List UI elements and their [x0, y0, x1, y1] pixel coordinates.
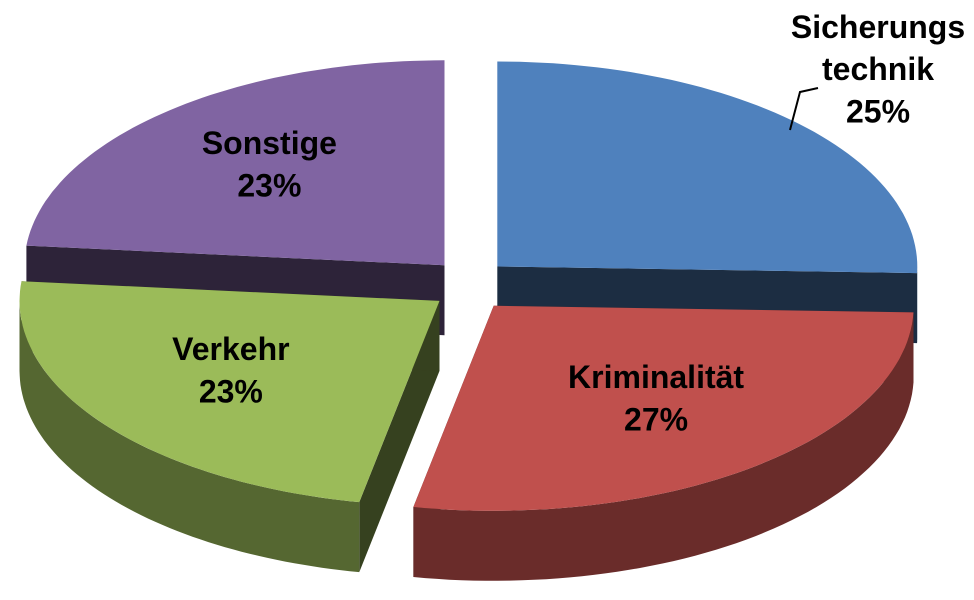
category-label: Sicherungs technik — [791, 9, 965, 87]
slice — [413, 305, 914, 581]
category-label-line: Sicherungs — [791, 9, 965, 45]
slice-top — [19, 281, 440, 503]
slice-top — [497, 61, 918, 274]
slice-wall — [413, 312, 914, 581]
category-label-line: Verkehr — [172, 331, 289, 367]
slice-top — [413, 305, 914, 511]
value-label: 27% — [624, 402, 688, 438]
category-label: Verkehr — [172, 331, 289, 367]
category-label: Kriminalität — [568, 360, 744, 396]
category-label: Sonstige — [202, 126, 337, 162]
slice — [19, 281, 440, 573]
category-label-line: Sonstige — [202, 126, 337, 162]
category-label-line: Kriminalität — [568, 360, 744, 396]
value-label: 25% — [846, 93, 910, 129]
category-label-line: technik — [822, 51, 934, 87]
slice-top — [26, 60, 445, 266]
slice-wall — [19, 300, 360, 573]
value-label: 23% — [237, 168, 301, 204]
value-label: 23% — [199, 373, 263, 409]
leader-line — [789, 87, 819, 131]
